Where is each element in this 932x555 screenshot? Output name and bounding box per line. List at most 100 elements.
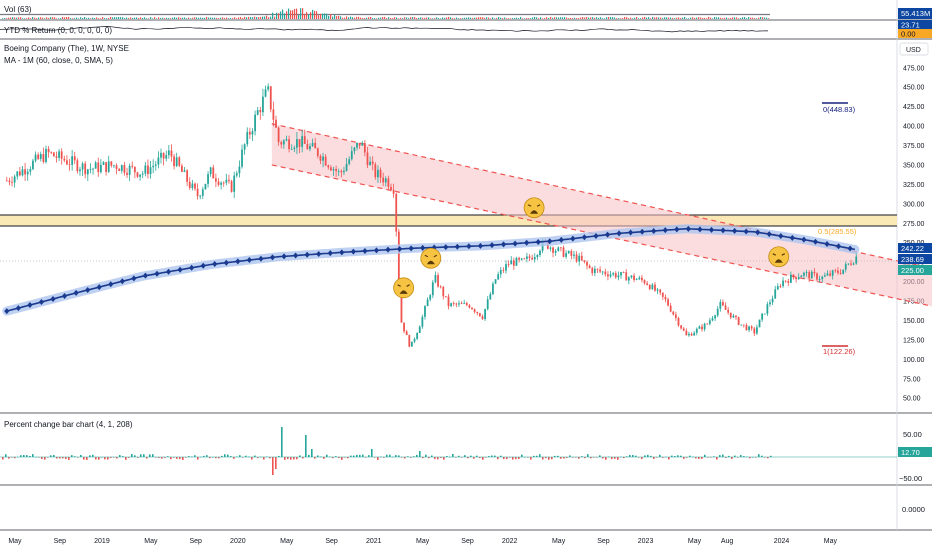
volume-bar [526,18,528,19]
candle-body [484,309,486,320]
time-axis[interactable]: May Sep 2019 May Sep 2020 May Sep 2021 May Sep 2022… [8,538,837,545]
ma-marker [743,228,749,235]
percent-change-bar [122,456,124,457]
volume-bar [312,9,314,19]
candle-body [533,256,536,260]
volume-bar [450,17,452,19]
percent-change-bar [749,457,751,459]
volume-bar [600,17,602,19]
volume-bar [654,17,656,19]
volume-bar [292,10,294,19]
candle-body [316,148,319,157]
percent-change-bar [239,455,241,457]
candle-body [486,299,489,310]
percent-change-bar [311,449,313,457]
percent-change-bar [350,455,352,457]
percent-change-bar [578,457,580,459]
percent-change-bar [14,457,16,459]
volume-bar [630,17,632,19]
channel-upper-line[interactable] [271,123,932,283]
percent-change-bar [407,456,409,457]
percent-change-bar [158,457,160,458]
ma-marker [651,227,657,234]
volume-bar [84,17,86,19]
volume-bar [134,17,136,19]
volume-bar [400,17,402,19]
candle-body [26,171,29,175]
price-badge-ma-label: 242.22 [901,244,924,253]
volume-bar [144,17,146,19]
volume-bar [330,14,332,19]
volume-bar [520,17,522,19]
volume-bar [424,17,426,19]
percent-change-bar [107,457,109,460]
volume-bar [606,17,608,19]
volume-bar [196,17,198,19]
percent-change-bar [353,455,355,457]
volume-bar [192,17,194,19]
currency-button[interactable] [899,42,929,56]
volume-bar [362,18,364,19]
percent-change-bar [26,455,28,457]
volume-bar [554,17,556,19]
volume-bar [348,17,350,19]
percent-change-bar [470,455,472,457]
candle-body [246,131,249,145]
volume-bar [462,18,464,19]
volume-bar [752,17,754,19]
volume-bar [490,18,492,19]
volume-bar [726,17,728,19]
ytd-value-badge [898,20,932,29]
candle-body [327,165,330,168]
volume-bar [344,17,346,19]
percent-change-bar [146,457,148,459]
candle-body [766,304,769,314]
candle-body [732,315,735,318]
candle-body [797,277,800,280]
volume-bar [374,18,376,19]
volume-bar [396,17,398,19]
ma-marker [535,239,541,246]
candle-body [337,170,340,172]
candle-body [81,163,84,170]
candle-body [152,165,155,168]
volume-bar [202,17,204,19]
volume-bar [448,16,450,19]
ma-marker [524,239,530,246]
percent-change-bar [500,455,502,457]
candle-body [207,174,209,184]
channel-lower-line[interactable] [271,164,932,321]
emoji-face [768,246,790,268]
candle-body [353,147,356,152]
candle-body [110,161,113,166]
percent-change-bar [257,457,259,458]
candle-body [593,268,596,274]
ma-marker [362,247,368,254]
percent-change-bar [170,457,172,460]
candle-body [238,166,241,174]
candle-body [115,165,118,169]
candle-body [66,160,68,165]
volume-pane-label: Vol (63) [4,5,32,14]
candle-body [442,287,445,297]
volume-bar [210,17,212,19]
volume-bar [764,17,766,19]
percent-change-bar [533,455,535,457]
volume-bar [618,18,620,19]
candle-body [512,260,515,266]
time-tick-label: Aug [721,538,734,545]
ytd-zero-label: 0.00 [901,30,916,39]
ytd-pane-label: YTD % Return (0, 0, 0, 0, 0, 0) [4,26,112,35]
candle-body [499,269,502,275]
volume-bar [190,18,192,19]
volume-bar [572,18,574,19]
volume-bar [658,17,660,19]
percent-change-bar [770,455,772,457]
emoji-eyes [397,284,410,287]
percent-change-bar [164,457,166,458]
volume-bar [90,18,92,19]
volume-bar [690,17,692,19]
candle-body [301,136,304,147]
percent-change-bar [554,455,556,457]
